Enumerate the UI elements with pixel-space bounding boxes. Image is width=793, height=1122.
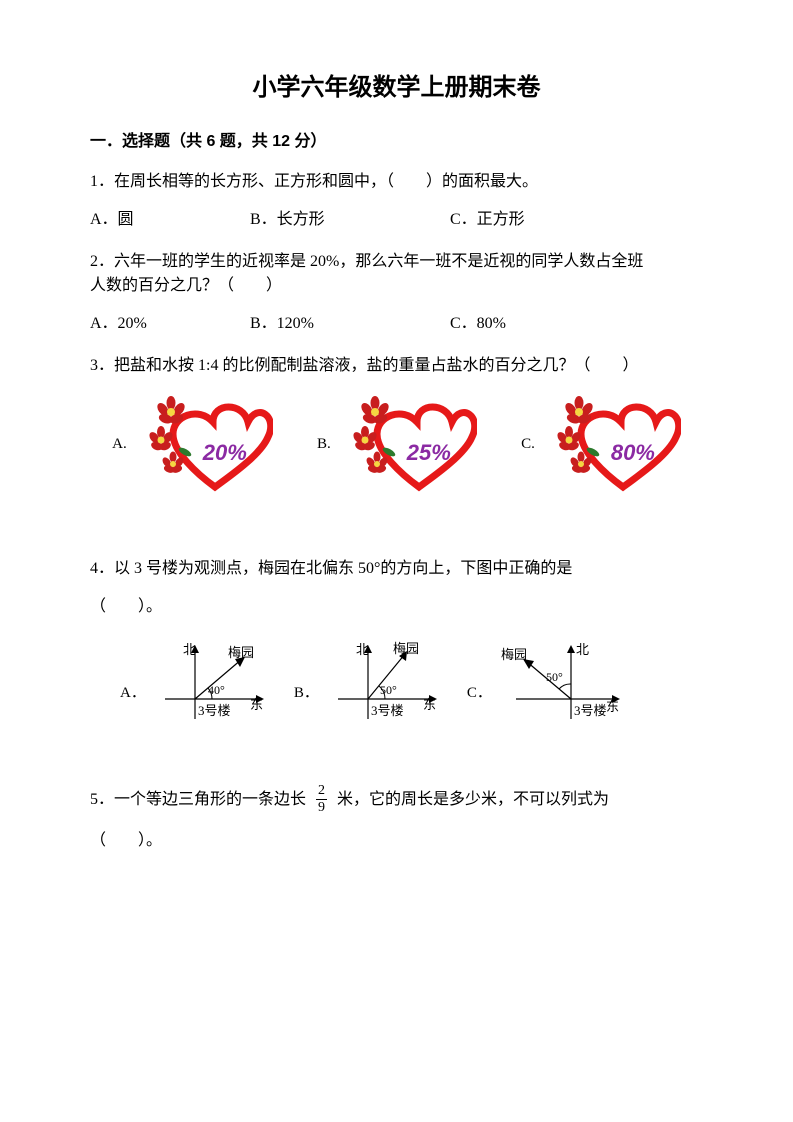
heart-icon: 20% — [133, 392, 273, 497]
q4-label-a: A． — [120, 682, 146, 705]
q2-line2: 人数的百分之几？（ ） — [90, 277, 282, 294]
frac-den: 9 — [316, 799, 327, 815]
q3-label-c: C. — [521, 433, 535, 456]
q4-label-b: B． — [294, 682, 319, 705]
frac-num: 2 — [316, 784, 327, 799]
question-1: 1．在周长相等的长方形、正方形和圆中，（ ）的面积最大。 A．圆 B．长方形 C… — [90, 170, 703, 232]
heart-pct-a: 20% — [203, 436, 247, 469]
q4-paren: （ ）。 — [90, 595, 703, 619]
svg-text:50°: 50° — [380, 683, 397, 697]
q2-text: 2．六年一班的学生的近视率是 20%，那么六年一班不是近视的同学人数占全班 人数… — [90, 250, 703, 298]
svg-text:东: 东 — [606, 699, 619, 714]
q2-line1: 2．六年一班的学生的近视率是 20%，那么六年一班不是近视的同学人数占全班 — [90, 253, 643, 270]
svg-text:3号楼: 3号楼 — [198, 703, 231, 718]
question-4: 4．以 3 号楼为观测点，梅园在北偏东 50°的方向上，下图中正确的是 （ ）。… — [90, 557, 703, 734]
q4-option-a[interactable]: A． 北 东 3号楼 梅园 40° — [120, 639, 270, 734]
svg-text:北: 北 — [356, 642, 369, 657]
q5-paren: （ ）。 — [90, 829, 703, 853]
q3-text: 3．把盐和水按 1:4 的比例配制盐溶液，盐的重量占盐水的百分之几？（ ） — [90, 354, 703, 378]
q3-option-a[interactable]: A. 20% — [112, 392, 273, 497]
heart-icon: 80% — [541, 392, 681, 497]
q3-label-a: A. — [112, 433, 127, 456]
question-3: 3．把盐和水按 1:4 的比例配制盐溶液，盐的重量占盐水的百分之几？（ ） A.… — [90, 354, 703, 497]
compass-diagram-c: 北 东 3号楼 梅园 50° — [496, 639, 626, 734]
q3-option-c[interactable]: C. 80% — [521, 392, 681, 497]
q5-part1: 5．一个等边三角形的一条边长 — [90, 788, 306, 812]
q3-option-b[interactable]: B. 25% — [317, 392, 477, 497]
question-5: 5．一个等边三角形的一条边长 2 9 米，它的周长是多少米，不可以列式为 （ ）… — [90, 784, 703, 853]
svg-text:北: 北 — [183, 642, 196, 657]
compass-diagram-b: 北 东 3号楼 梅园 50° — [323, 639, 443, 734]
heart-pct-c: 80% — [611, 436, 655, 469]
section-header: 一．选择题（共 6 题，共 12 分） — [90, 130, 703, 154]
q2-option-a[interactable]: A．20% — [90, 312, 250, 336]
svg-text:梅园: 梅园 — [501, 647, 527, 662]
heart-pct-b: 25% — [407, 436, 451, 469]
q2-option-c[interactable]: C．80% — [450, 312, 506, 336]
q2-option-b[interactable]: B．120% — [250, 312, 450, 336]
svg-text:梅园: 梅园 — [393, 641, 419, 656]
q1-text: 1．在周长相等的长方形、正方形和圆中，（ ）的面积最大。 — [90, 170, 703, 194]
q1-option-c[interactable]: C．正方形 — [450, 208, 525, 232]
heart-icon: 25% — [337, 392, 477, 497]
q2-options: A．20% B．120% C．80% — [90, 312, 703, 336]
q5-text: 5．一个等边三角形的一条边长 2 9 米，它的周长是多少米，不可以列式为 — [90, 784, 703, 815]
svg-text:梅园: 梅园 — [228, 645, 254, 660]
q4-line1: 4．以 3 号楼为观测点，梅园在北偏东 50°的方向上，下图中正确的是 — [90, 560, 572, 577]
q4-diagrams: A． 北 东 3号楼 梅园 40° B． — [120, 639, 703, 734]
q1-options: A．圆 B．长方形 C．正方形 — [90, 208, 703, 232]
q1-option-a[interactable]: A．圆 — [90, 208, 250, 232]
q3-label-b: B. — [317, 433, 331, 456]
svg-text:东: 东 — [423, 697, 436, 712]
q4-label-c: C． — [467, 682, 492, 705]
q3-options: A. 20% B. — [90, 392, 703, 497]
svg-text:北: 北 — [576, 642, 589, 657]
svg-text:东: 东 — [250, 697, 263, 712]
question-2: 2．六年一班的学生的近视率是 20%，那么六年一班不是近视的同学人数占全班 人数… — [90, 250, 703, 336]
svg-text:40°: 40° — [208, 683, 225, 697]
svg-text:50°: 50° — [546, 670, 563, 684]
compass-diagram-a: 北 东 3号楼 梅园 40° — [150, 639, 270, 734]
q4-option-b[interactable]: B． 北 东 3号楼 梅园 50° — [294, 639, 443, 734]
page-title: 小学六年级数学上册期末卷 — [90, 70, 703, 106]
q5-part2: 米，它的周长是多少米，不可以列式为 — [337, 788, 609, 812]
q4-text: 4．以 3 号楼为观测点，梅园在北偏东 50°的方向上，下图中正确的是 — [90, 557, 703, 581]
q4-option-c[interactable]: C． 北 东 3号楼 梅园 50° — [467, 639, 626, 734]
fraction-icon: 2 9 — [316, 784, 327, 815]
svg-text:3号楼: 3号楼 — [574, 703, 607, 718]
q1-option-b[interactable]: B．长方形 — [250, 208, 450, 232]
svg-text:3号楼: 3号楼 — [371, 703, 404, 718]
